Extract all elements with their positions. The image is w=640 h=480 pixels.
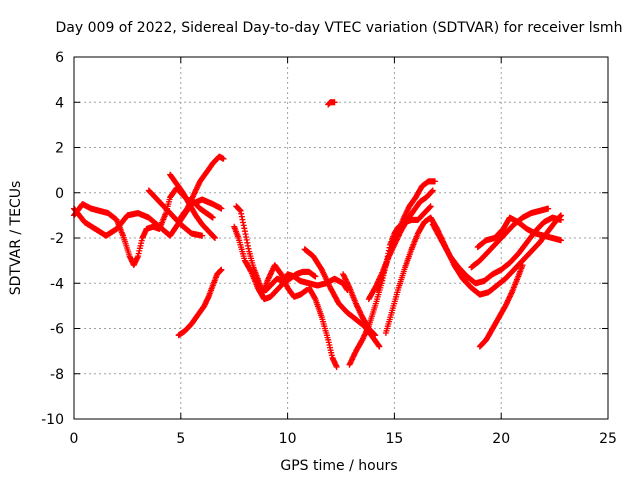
series-track-2	[71, 185, 216, 269]
x-tick-label: 0	[70, 431, 79, 447]
series-track-3	[145, 187, 206, 239]
data-point	[505, 297, 511, 304]
y-tick-label: 6	[55, 50, 64, 66]
y-axis-label: SDTVAR / TECUs	[8, 181, 24, 296]
data-point	[245, 245, 252, 252]
data-point	[186, 201, 193, 208]
y-tick-label: 4	[55, 95, 64, 111]
data-point	[199, 232, 206, 239]
y-tick-label: 2	[55, 141, 64, 157]
x-tick-label: 5	[176, 431, 185, 447]
x-tick-label: 15	[385, 431, 403, 447]
data-point	[311, 295, 318, 301]
data-point	[312, 273, 319, 280]
data-point	[193, 185, 200, 192]
data-point	[545, 205, 552, 212]
x-axis-ticks: 0 5 10 15 20 25	[70, 57, 617, 447]
data-points	[71, 99, 564, 370]
data-point	[192, 187, 199, 194]
grid-lines	[74, 57, 608, 419]
data-point	[506, 294, 513, 301]
x-axis-label: GPS time / hours	[280, 458, 397, 474]
plot-frame	[73, 56, 609, 420]
y-tick-label: -10	[41, 412, 64, 428]
series-track-10	[306, 284, 340, 370]
data-point	[558, 216, 564, 223]
y-tick-label: -8	[50, 367, 64, 383]
series-track-9	[259, 262, 310, 300]
series-track-21	[325, 99, 338, 108]
data-point	[278, 272, 285, 279]
data-point	[519, 262, 526, 269]
data-point	[558, 237, 564, 244]
y-tick-label: 0	[55, 186, 64, 202]
data-point	[211, 234, 218, 241]
y-tick-label: -4	[50, 276, 64, 292]
data-point	[209, 214, 216, 221]
data-point	[349, 354, 356, 361]
series-track-17	[429, 214, 564, 287]
data-point	[363, 327, 370, 334]
data-point	[372, 332, 379, 339]
data-point	[189, 194, 196, 201]
y-axis-ticks: -10 -8 -6 -4 -2 0 2 4 6	[41, 50, 608, 428]
series-track-18	[474, 214, 564, 251]
series-track-15	[374, 178, 438, 293]
y-tick-label: -2	[50, 231, 64, 247]
data-point	[429, 187, 436, 194]
data-point	[220, 155, 227, 162]
data-point	[371, 331, 378, 338]
data-point	[218, 266, 225, 273]
data-point	[218, 205, 225, 212]
y-tick-label: -6	[50, 322, 64, 338]
data-point	[403, 210, 410, 217]
series-track-20	[468, 205, 552, 271]
data-point	[503, 301, 510, 308]
x-tick-label: 10	[279, 431, 297, 447]
data-point	[376, 343, 383, 350]
data-point	[432, 178, 438, 185]
data-point	[280, 275, 287, 282]
data-point	[427, 203, 434, 210]
data-point	[333, 364, 340, 370]
data-point	[212, 235, 218, 241]
x-tick-label: 25	[599, 431, 617, 447]
series-track-5	[177, 153, 227, 221]
data-point	[190, 192, 197, 198]
chart-title: Day 009 of 2022, Sidereal Day-to-day VTE…	[56, 20, 623, 36]
data-point	[184, 204, 191, 211]
data-point	[240, 219, 246, 226]
data-point	[247, 267, 254, 274]
x-tick-label: 20	[492, 431, 510, 447]
data-point	[283, 282, 290, 289]
series-track-6	[175, 266, 225, 339]
series-track-19	[476, 262, 526, 350]
data-point	[343, 278, 350, 284]
data-point	[331, 99, 338, 106]
